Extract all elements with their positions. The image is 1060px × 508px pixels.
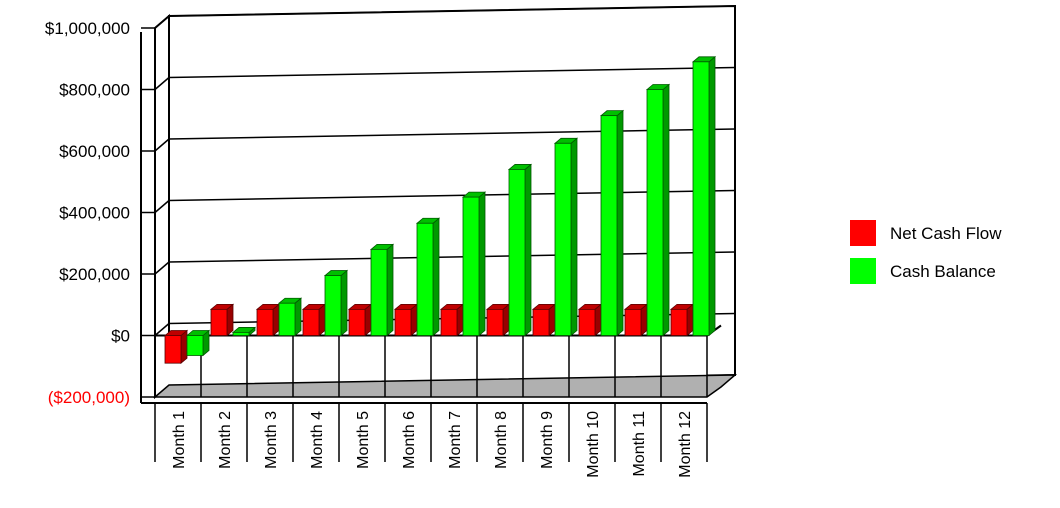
- bar-net-cash-flow-11: [623, 303, 649, 337]
- bar-side: [708, 55, 716, 337]
- gridline: [168, 189, 736, 202]
- y-tick-label: $200,000: [59, 265, 130, 284]
- bar-cash-balance-9: [553, 137, 579, 337]
- bar-front: [532, 308, 550, 336]
- x-tick-label: Month 6: [401, 411, 418, 469]
- bar-side: [616, 109, 624, 337]
- bar-side: [386, 243, 394, 337]
- bars: [163, 55, 717, 365]
- gridline-side: [154, 76, 170, 91]
- y-tick-label: ($200,000): [48, 388, 130, 407]
- bar-cash-balance-11: [645, 83, 671, 337]
- bar-front: [692, 61, 710, 336]
- y-tick-label: $1,000,000: [45, 19, 130, 38]
- x-tick-label: Month 8: [493, 411, 510, 469]
- bar-front: [370, 248, 388, 336]
- bar-front: [164, 335, 182, 364]
- gridline-side: [154, 15, 170, 29]
- bar-side: [340, 269, 348, 337]
- gridline-side: [154, 322, 170, 337]
- bar-front: [646, 89, 664, 336]
- x-tick-label: Month 10: [585, 411, 602, 478]
- bar-front: [232, 332, 250, 336]
- y-tick-label: $800,000: [59, 81, 130, 100]
- bar-front: [416, 222, 434, 336]
- gridline: [168, 251, 736, 263]
- bar-front: [462, 196, 480, 336]
- x-tick-label: Month 9: [539, 411, 556, 469]
- bar-net-cash-flow-12: [669, 303, 695, 337]
- bar-cash-balance-7: [461, 191, 487, 337]
- bar-front: [278, 302, 296, 336]
- gridline: [168, 5, 736, 17]
- bar-side: [180, 329, 188, 365]
- bar-net-cash-flow-6: [393, 303, 419, 337]
- bar-net-cash-flow-1: [163, 329, 189, 365]
- bar-cash-balance-2: [231, 326, 257, 337]
- y-tick-label: $400,000: [59, 204, 130, 223]
- y-tick-label: $0: [111, 327, 130, 346]
- bar-cash-balance-5: [369, 243, 395, 337]
- bar-net-cash-flow-8: [485, 303, 511, 337]
- bar-side: [570, 137, 578, 337]
- bar-net-cash-flow-7: [439, 303, 465, 337]
- x-tick-label: Month 11: [631, 411, 648, 477]
- bar-net-cash-flow-3: [255, 303, 281, 337]
- bar-front: [394, 308, 412, 336]
- bar-side: [662, 83, 670, 337]
- bar-side: [524, 163, 532, 337]
- x-tick-label: Month 7: [447, 411, 464, 469]
- bar-net-cash-flow-4: [301, 303, 327, 337]
- gridline-side: [154, 199, 170, 214]
- bar-cash-balance-3: [277, 297, 303, 337]
- x-axis-ticks: Month 1 Month 2 Month 3 Month 4 Month 5 Month…: [154, 403, 708, 478]
- legend-swatch: [850, 220, 876, 246]
- x-tick-label: Month 5: [355, 411, 372, 469]
- legend: Net Cash Flow Cash Balance: [850, 220, 1002, 284]
- bar-front: [670, 308, 688, 336]
- bar-net-cash-flow-10: [577, 303, 603, 337]
- bar-cash-balance-1: [185, 329, 211, 357]
- bar-side: [294, 297, 302, 337]
- chart-floor: [152, 324, 738, 398]
- bar-side: [478, 191, 486, 337]
- legend-label: Cash Balance: [890, 262, 996, 281]
- gridline-side: [154, 261, 170, 275]
- gridline-side: [154, 138, 170, 152]
- bar-net-cash-flow-9: [531, 303, 557, 337]
- x-tick-label: Month 12: [677, 411, 694, 478]
- bar-net-cash-flow-2: [209, 303, 235, 337]
- gridline: [168, 66, 736, 79]
- legend-label: Net Cash Flow: [890, 224, 1002, 243]
- bar-front: [554, 142, 572, 336]
- x-tick-label: Month 4: [309, 411, 326, 469]
- bar-side: [432, 217, 440, 337]
- x-tick-label: Month 3: [263, 411, 280, 469]
- bar-front: [624, 308, 642, 336]
- legend-swatch: [850, 258, 876, 284]
- bar-front: [486, 308, 504, 336]
- bar-front: [578, 308, 596, 336]
- bar-cash-balance-8: [507, 163, 533, 337]
- bar-front: [440, 308, 458, 336]
- bar-front: [256, 308, 274, 336]
- gridline: [168, 128, 736, 140]
- bar-cash-balance-6: [415, 217, 441, 337]
- y-tick-label: $600,000: [59, 142, 130, 161]
- bar-front: [324, 275, 342, 336]
- bar-front: [210, 308, 228, 336]
- bar-front: [508, 169, 526, 336]
- x-tick-label: Month 2: [217, 411, 234, 469]
- bar-cash-balance-4: [323, 269, 349, 337]
- bar-cash-balance-12: [691, 55, 717, 337]
- bar-net-cash-flow-5: [347, 303, 373, 337]
- bar-front: [302, 308, 320, 336]
- bar-front: [348, 308, 366, 336]
- bar-front: [600, 115, 618, 336]
- bar-front: [186, 335, 204, 356]
- x-tick-label: Month 1: [171, 411, 188, 469]
- y-axis-ticks: $1,000,000 $800,000 $600,000 $400,000 $200,0…: [45, 19, 155, 407]
- bar-cash-balance-10: [599, 109, 625, 337]
